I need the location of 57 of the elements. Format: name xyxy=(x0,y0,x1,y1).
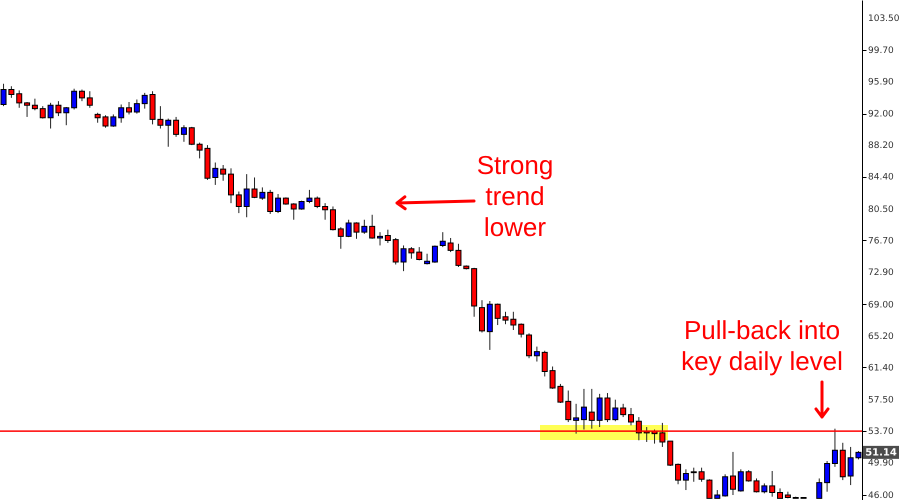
candlestick xyxy=(478,300,485,334)
annotation: Pull-back into key daily level xyxy=(680,315,844,377)
y-tick-label: 84.40 xyxy=(868,172,894,183)
candlestick xyxy=(94,112,101,124)
y-tick-label: 95.90 xyxy=(868,77,894,88)
candlestick xyxy=(628,407,634,426)
y-tick-label: 103.50 xyxy=(868,14,900,24)
candlestick xyxy=(86,90,93,108)
y-tick-label: 61.40 xyxy=(868,363,894,374)
candlestick xyxy=(252,176,258,199)
candlestick xyxy=(730,451,736,496)
candlestick xyxy=(502,311,509,325)
candlestick xyxy=(48,102,54,130)
candlestick xyxy=(706,478,712,499)
y-tick-label: 76.70 xyxy=(868,236,894,246)
y-tick-label: 46.00 xyxy=(868,491,894,500)
candlestick xyxy=(432,244,438,264)
candlestick xyxy=(832,428,838,468)
y-tick-label: 65.20 xyxy=(868,332,894,342)
y-tick-label: 99.70 xyxy=(868,46,894,56)
candlestick xyxy=(228,168,234,204)
annotation: Strong trend lower xyxy=(476,150,554,243)
candlestick xyxy=(682,468,689,491)
candlestick xyxy=(455,243,462,268)
candlestick xyxy=(604,392,610,423)
y-tick-label: 88.20 xyxy=(868,141,894,152)
annotation: 51.14 xyxy=(865,447,897,458)
candlestick xyxy=(330,206,336,232)
candlestick xyxy=(377,232,384,246)
candlestick xyxy=(306,189,312,204)
candlestick xyxy=(126,101,132,115)
candlestick xyxy=(0,83,7,107)
candlestick xyxy=(353,222,360,240)
candlestick xyxy=(275,194,282,214)
candlestick xyxy=(24,101,30,118)
candlestick xyxy=(557,383,564,404)
y-tick-label: 57.50 xyxy=(868,396,894,406)
candlestick xyxy=(298,200,305,210)
candlestick xyxy=(580,388,587,430)
candlestick xyxy=(173,116,180,138)
candlestick xyxy=(55,100,62,117)
candlestick xyxy=(526,332,532,359)
candlestick xyxy=(78,89,85,102)
y-tick-label: 53.70 xyxy=(868,427,894,438)
candlestick xyxy=(550,366,556,390)
candlestick xyxy=(102,114,108,128)
candlestick xyxy=(424,253,430,266)
y-tick-label: 69.00 xyxy=(868,300,894,310)
candlestick xyxy=(180,124,187,142)
candlestick xyxy=(675,463,682,485)
candlestick xyxy=(754,478,760,494)
y-tick-label: 80.50 xyxy=(868,204,894,215)
y-tick-label: 49.90 xyxy=(868,458,894,469)
candlestick xyxy=(400,244,407,272)
candlestick xyxy=(777,488,784,499)
y-tick-label: 92.00 xyxy=(868,110,894,120)
y-tick-label: 72.90 xyxy=(868,268,894,278)
